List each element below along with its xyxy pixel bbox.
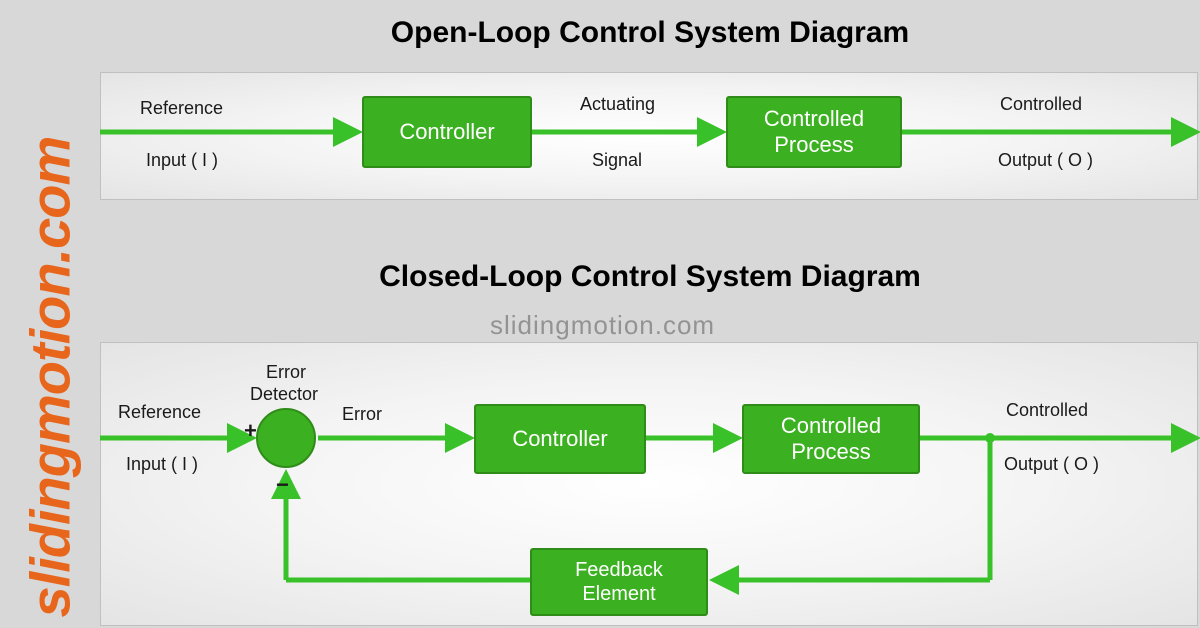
open-label: Actuating	[580, 94, 655, 115]
closed-controller-block: Controller	[474, 404, 646, 474]
closed-process-block: ControlledProcess	[742, 404, 920, 474]
closed-label: Controlled	[1006, 400, 1088, 421]
open-label: Signal	[592, 150, 642, 171]
closed-label: +	[244, 418, 257, 444]
closed-label: −	[276, 472, 289, 498]
open-label: Controlled	[1000, 94, 1082, 115]
closed-label: Input ( I )	[126, 454, 198, 475]
closed-label: Output ( O )	[1004, 454, 1099, 475]
open-label: Reference	[140, 98, 223, 119]
open-process-block: ControlledProcess	[726, 96, 902, 168]
closed-label: Reference	[118, 402, 201, 423]
open-controller-block: Controller	[362, 96, 532, 168]
closed-label: Error	[266, 362, 306, 383]
closed-label: Detector	[250, 384, 318, 405]
open-label: Output ( O )	[998, 150, 1093, 171]
closed-feedback-block: FeedbackElement	[530, 548, 708, 616]
error-detector-node	[256, 408, 316, 468]
open-label: Input ( I )	[146, 150, 218, 171]
closed-label: Error	[342, 404, 382, 425]
